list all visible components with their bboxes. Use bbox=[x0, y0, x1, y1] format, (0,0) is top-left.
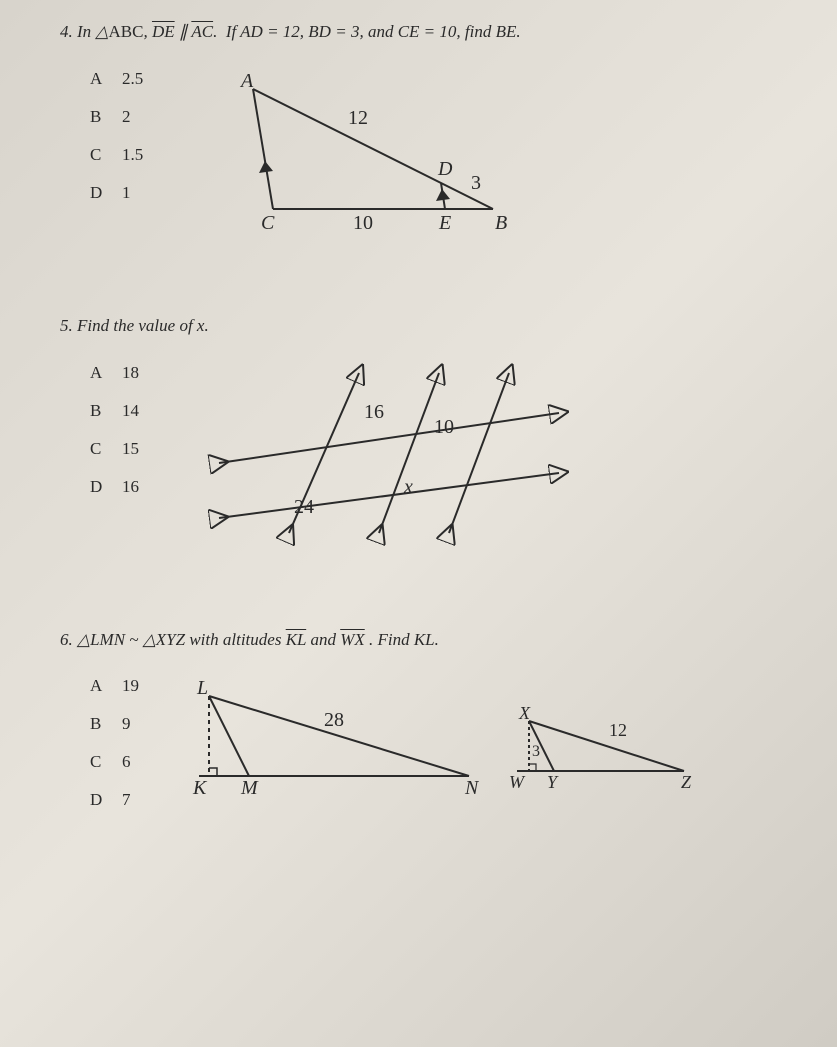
label-12: 12 bbox=[348, 107, 368, 129]
problem-6-prompt: 6. △LMN ~ △XYZ with altitudes KL and WX … bbox=[60, 628, 797, 652]
worksheet-page: 4. In △ABC, DE ∥ AC. If AD = 12, BD = 3,… bbox=[0, 0, 837, 890]
label-B: B bbox=[495, 212, 507, 234]
label-E: E bbox=[438, 212, 451, 234]
label-3: 3 bbox=[532, 743, 540, 760]
label-D: D bbox=[437, 158, 453, 180]
label-K: K bbox=[192, 777, 208, 796]
label-10: 10 bbox=[434, 416, 454, 438]
label-L: L bbox=[196, 677, 208, 699]
label-Z: Z bbox=[681, 772, 692, 792]
label-N: N bbox=[464, 777, 479, 796]
choice-4a[interactable]: A2.5 bbox=[90, 69, 143, 89]
problem-4-prompt: 4. In △ABC, DE ∥ AC. If AD = 12, BD = 3,… bbox=[60, 20, 797, 44]
problem-5-content: A18 B14 C15 D16 bbox=[60, 363, 797, 568]
choice-6c[interactable]: C6 bbox=[90, 752, 139, 772]
label-24: 24 bbox=[294, 496, 314, 518]
problem-5-prompt: 5. Find the value of x. bbox=[60, 314, 797, 338]
problem-6-content: A19 B9 C6 D7 L K M N 2 bbox=[60, 676, 797, 810]
choice-6b[interactable]: B9 bbox=[90, 714, 139, 734]
label-12: 12 bbox=[609, 720, 627, 740]
choice-5d[interactable]: D16 bbox=[90, 477, 139, 497]
label-M: M bbox=[240, 777, 259, 796]
label-X: X bbox=[518, 706, 531, 723]
label-3: 3 bbox=[471, 172, 481, 194]
problem-5: 5. Find the value of x. A18 B14 C15 D16 bbox=[60, 314, 797, 568]
choice-6a[interactable]: A19 bbox=[90, 676, 139, 696]
choice-5b[interactable]: B14 bbox=[90, 401, 139, 421]
problem-6-choices: A19 B9 C6 D7 bbox=[90, 676, 139, 810]
label-W: W bbox=[509, 772, 526, 792]
label-28: 28 bbox=[324, 709, 344, 731]
choice-4c[interactable]: C1.5 bbox=[90, 145, 143, 165]
problem-6: 6. △LMN ~ △XYZ with altitudes KL and WX … bbox=[60, 628, 797, 811]
problem-4-diagram: A C B D E 12 3 10 bbox=[183, 69, 543, 254]
q5-number: 5. bbox=[60, 316, 73, 335]
choice-4b[interactable]: B2 bbox=[90, 107, 143, 127]
problem-4-content: A2.5 B2 C1.5 D1 bbox=[60, 69, 797, 254]
choice-6d[interactable]: D7 bbox=[90, 790, 139, 810]
q6-number: 6. bbox=[60, 630, 73, 649]
q4-number: 4. bbox=[60, 22, 73, 41]
choice-5c[interactable]: C15 bbox=[90, 439, 139, 459]
label-C: C bbox=[261, 212, 275, 234]
label-10: 10 bbox=[353, 212, 373, 234]
choice-5a[interactable]: A18 bbox=[90, 363, 139, 383]
problem-4: 4. In △ABC, DE ∥ AC. If AD = 12, BD = 3,… bbox=[60, 20, 797, 254]
label-A: A bbox=[239, 70, 254, 92]
label-16: 16 bbox=[364, 401, 384, 423]
label-Y: Y bbox=[547, 772, 559, 792]
problem-4-choices: A2.5 B2 C1.5 D1 bbox=[90, 69, 143, 203]
problem-5-choices: A18 B14 C15 D16 bbox=[90, 363, 139, 497]
problem-6-diagram: L K M N 28 X W Y Z 12 bbox=[179, 676, 699, 796]
choice-4d[interactable]: D1 bbox=[90, 183, 143, 203]
label-x: x bbox=[403, 476, 413, 498]
problem-5-diagram: 16 10 24 x bbox=[179, 363, 579, 568]
